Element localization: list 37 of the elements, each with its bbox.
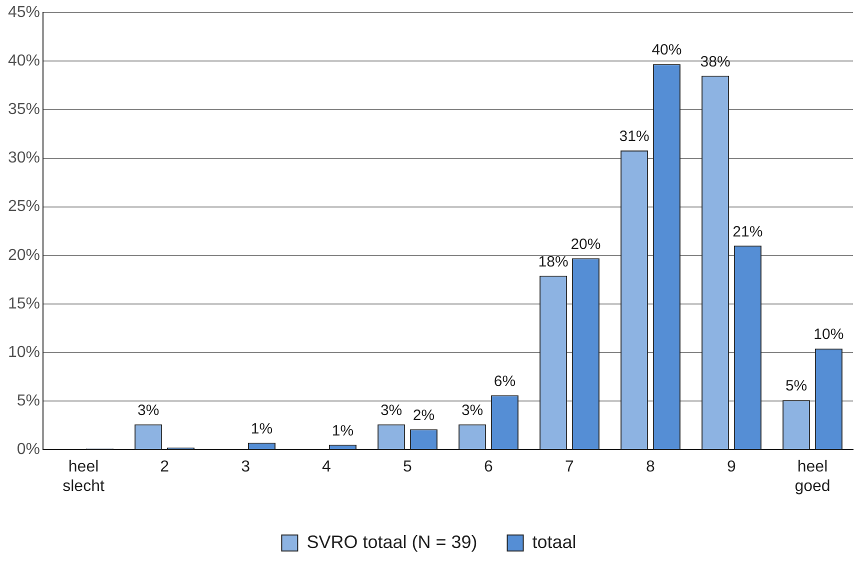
legend-label: totaal xyxy=(532,532,576,552)
y-tick-label: 20% xyxy=(8,246,40,264)
x-tick-label: 9 xyxy=(727,458,736,476)
y-tick-label: 30% xyxy=(8,150,40,167)
data-label: 2% xyxy=(412,406,435,424)
data-label: 3% xyxy=(380,402,402,419)
x-tick-label: 8 xyxy=(646,458,656,476)
y-tick-label: 15% xyxy=(8,295,40,312)
legend-label: SVRO totaal (N = 39) xyxy=(306,532,478,552)
data-label: 40% xyxy=(652,42,682,59)
x-tick-label: 6 xyxy=(484,458,494,476)
x-tick-label: 3 xyxy=(241,458,250,476)
y-tick-label: 40% xyxy=(8,52,40,70)
data-label: 1% xyxy=(332,422,354,440)
x-tick-label: 5 xyxy=(403,458,412,476)
y-tick-label: 10% xyxy=(8,344,40,361)
data-label: 38% xyxy=(700,53,730,70)
data-label: 18% xyxy=(538,253,568,270)
y-tick-label: 0% xyxy=(16,441,40,458)
y-tick-label: 35% xyxy=(8,101,40,118)
data-label: 5% xyxy=(785,378,808,395)
x-tick-label: 2 xyxy=(160,458,170,476)
y-tick-label: 25% xyxy=(8,198,40,216)
x-tick-label: 4 xyxy=(322,458,332,476)
data-label: 6% xyxy=(494,372,516,390)
x-tick-label: heel goed xyxy=(794,458,830,495)
data-label: 31% xyxy=(619,128,650,146)
y-tick-label: 45% xyxy=(8,4,40,22)
data-label: 1% xyxy=(250,420,273,438)
data-label: 20% xyxy=(570,236,601,253)
data-label: 3% xyxy=(137,402,160,419)
data-label: 10% xyxy=(814,326,844,344)
x-tick-label: heel slecht xyxy=(62,458,105,495)
y-tick-label: 5% xyxy=(16,392,40,410)
data-label: 21% xyxy=(732,223,763,240)
data-label: 3% xyxy=(461,402,484,419)
x-tick-label: 7 xyxy=(565,458,574,476)
